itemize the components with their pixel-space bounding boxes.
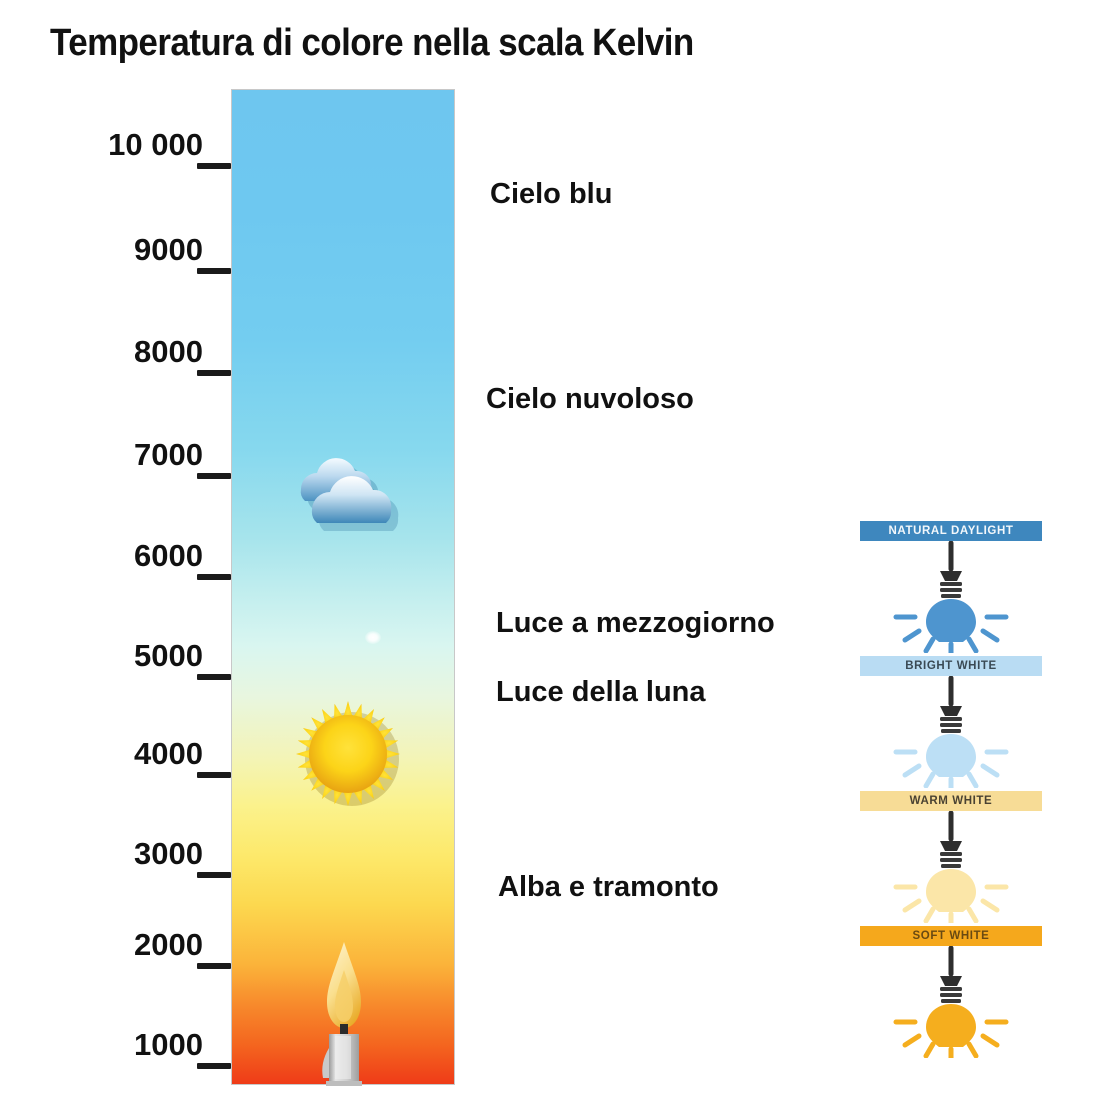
- bulb-legend: NATURAL DAYLIGHT: [860, 521, 1042, 1062]
- bulb-banner-bright-white: BRIGHT WHITE: [860, 656, 1042, 676]
- kelvin-axis: 10 000 9000 8000 7000 6000 5000 4000 300…: [0, 0, 231, 1100]
- axis-tick-mark: [197, 963, 231, 969]
- axis-tick-label: 4000: [134, 736, 203, 771]
- bulb-icon-warm-white: [860, 810, 1042, 927]
- axis-tick-mark: [197, 674, 231, 680]
- bulb-card-natural-daylight: NATURAL DAYLIGHT: [860, 521, 1042, 657]
- candle-icon: [309, 924, 379, 1094]
- bulb-card-soft-white: SOFT WHITE: [860, 926, 1042, 1062]
- phenomenon-label-luce-a-mezzogiorno: Luce a mezzogiorno: [496, 607, 775, 639]
- kelvin-gradient-bar: [231, 89, 455, 1085]
- bulb-card-warm-white: WARM WHITE: [860, 791, 1042, 927]
- axis-tick-label: 7000: [134, 437, 203, 472]
- axis-tick-label: 8000: [134, 334, 203, 369]
- phenomenon-label-alba-e-tramonto: Alba e tramonto: [498, 871, 719, 903]
- phenomenon-label-cielo-blu: Cielo blu: [490, 178, 613, 210]
- axis-tick-mark: [197, 1063, 231, 1069]
- page-title: Temperatura di colore nella scala Kelvin: [50, 22, 694, 64]
- bulb-icon-soft-white: [860, 945, 1042, 1062]
- axis-tick-mark: [197, 268, 231, 274]
- bulb-banner-soft-white: SOFT WHITE: [860, 926, 1042, 946]
- bulb-icon-natural-daylight: [860, 540, 1042, 657]
- axis-tick-mark: [197, 772, 231, 778]
- axis-tick-label: 10 000: [108, 127, 203, 162]
- bulb-banner-natural-daylight: NATURAL DAYLIGHT: [860, 521, 1042, 541]
- axis-tick-label: 3000: [134, 836, 203, 871]
- axis-tick-label: 9000: [134, 232, 203, 267]
- moon-icon: [365, 631, 381, 644]
- axis-tick-mark: [197, 872, 231, 878]
- axis-tick-mark: [197, 473, 231, 479]
- axis-tick-mark: [197, 574, 231, 580]
- kelvin-scale: [231, 89, 455, 1086]
- axis-tick-label: 2000: [134, 927, 203, 962]
- phenomenon-label-luce-della-luna: Luce della luna: [496, 676, 706, 708]
- cloud-icon: [279, 451, 409, 538]
- phenomenon-label-cielo-nuvoloso: Cielo nuvoloso: [486, 383, 694, 415]
- axis-tick-label: 1000: [134, 1027, 203, 1062]
- bulb-card-bright-white: BRIGHT WHITE: [860, 656, 1042, 792]
- axis-tick-label: 6000: [134, 538, 203, 573]
- axis-tick-mark: [197, 163, 231, 169]
- sun-icon: [293, 699, 403, 814]
- axis-tick-label: 5000: [134, 638, 203, 673]
- bulb-icon-bright-white: [860, 675, 1042, 792]
- bulb-banner-warm-white: WARM WHITE: [860, 791, 1042, 811]
- axis-tick-mark: [197, 370, 231, 376]
